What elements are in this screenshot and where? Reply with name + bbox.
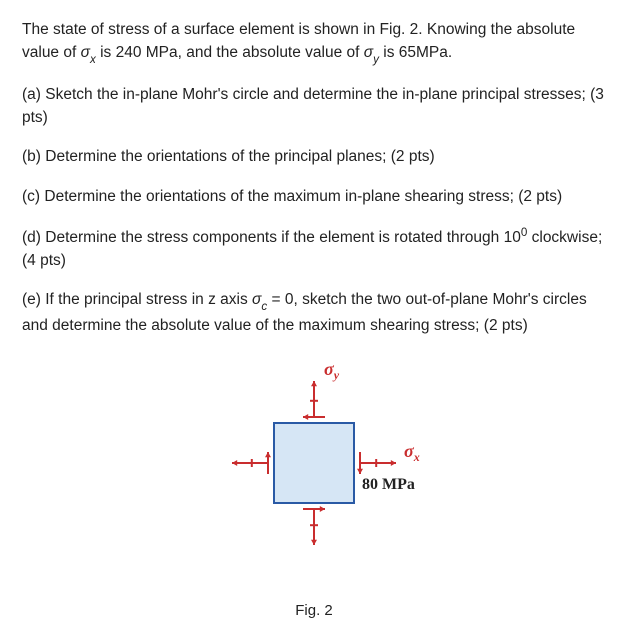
part-e: (e) If the principal stress in z axis σc… xyxy=(22,288,606,337)
intro-text-3: is 65MPa. xyxy=(379,44,452,61)
part-e-text-1: (e) If the principal stress in z axis xyxy=(22,291,252,308)
figure-2: σy σx 80 MPa Fig. 2 xyxy=(22,353,606,623)
intro-text-2: is 240 MPa, and the absolute value of xyxy=(96,44,364,61)
sigma-x-var: σ xyxy=(81,44,90,61)
sigma-y-var: σ xyxy=(364,44,373,61)
sigma-c-sub: c xyxy=(261,300,267,313)
part-b: (b) Determine the orientations of the pr… xyxy=(22,145,606,168)
svg-text:σy: σy xyxy=(324,359,340,382)
part-d: (d) Determine the stress components if t… xyxy=(22,224,606,273)
problem-intro: The state of stress of a surface element… xyxy=(22,18,606,67)
svg-text:σx: σx xyxy=(404,441,420,464)
part-a: (a) Sketch the in-plane Mohr's circle an… xyxy=(22,83,606,130)
part-d-text-1: (d) Determine the stress components if t… xyxy=(22,229,521,246)
svg-text:80 MPa: 80 MPa xyxy=(362,476,415,493)
sigma-x-sub: x xyxy=(90,53,96,66)
figure-caption: Fig. 2 xyxy=(22,600,606,623)
stress-element-diagram: σy σx 80 MPa xyxy=(164,353,464,573)
sigma-y-sub: y xyxy=(373,53,379,66)
part-c: (c) Determine the orientations of the ma… xyxy=(22,185,606,208)
sigma-c-var: σ xyxy=(252,291,261,308)
